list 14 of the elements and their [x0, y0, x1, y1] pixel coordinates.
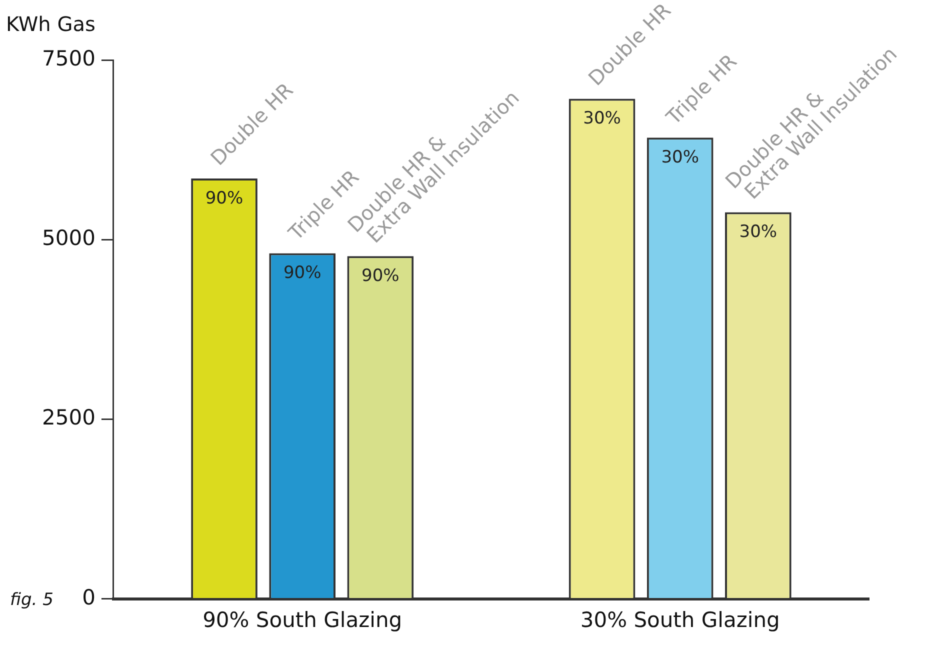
annotation: 90% [205, 188, 244, 208]
annotation: 30% [661, 148, 700, 168]
annotation: 30% [583, 108, 621, 129]
y-tick-label: 7500 [42, 46, 96, 70]
x-tick-label: 90% South Glazing [202, 608, 402, 632]
x-tick-label: 30% South Glazing [580, 608, 780, 632]
y-axis-title: KWh Gas [6, 12, 96, 36]
y-tick-label: 5000 [42, 226, 96, 250]
y-tick-label: 2500 [42, 406, 96, 430]
annotation: 30% [739, 222, 778, 242]
annotation: 90% [362, 266, 400, 286]
y-tick-label: 0 [82, 585, 96, 610]
caption: fig. 5 [10, 590, 54, 610]
annotation: 90% [283, 263, 322, 284]
